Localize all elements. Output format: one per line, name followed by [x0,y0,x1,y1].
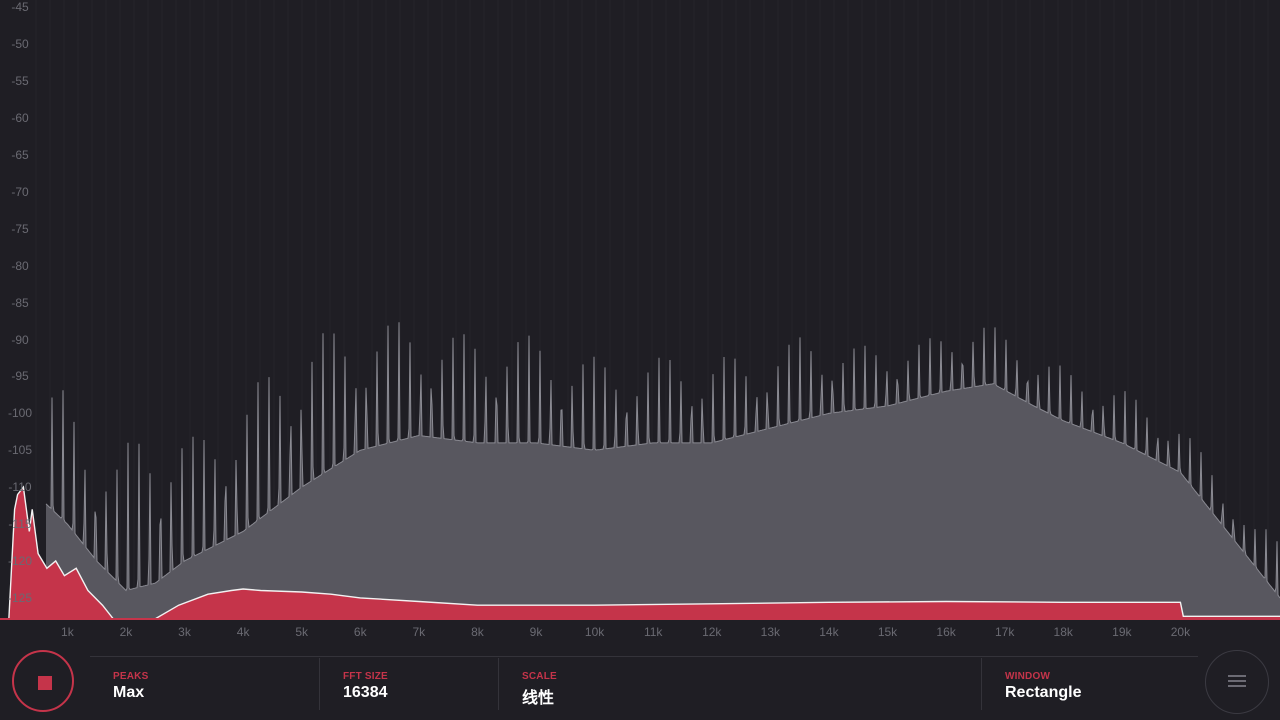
x-tick-label: 8k [471,625,484,639]
peak-hold-area [46,322,1280,620]
peaks-caption: PEAKS [113,671,149,682]
y-tick-label: -110 [8,480,32,495]
x-tick-label: 6k [353,625,367,639]
x-tick-label: 10k [584,625,605,639]
separator [319,658,320,710]
x-tick-label: 19k [1112,625,1132,639]
y-tick-label: -65 [11,148,29,162]
window-caption: WINDOW [1005,671,1051,682]
x-tick-label: 18k [1053,625,1073,639]
y-tick-label: -75 [11,221,29,236]
plot-baseline [0,618,1280,620]
x-tick-label: 20k [1170,625,1191,639]
y-tick-label: -125 [7,590,33,605]
y-tick-label: -105 [7,443,33,458]
x-tick-label: 2k [119,625,133,639]
x-tick-label: 17k [994,625,1015,639]
window-setting[interactable]: WINDOW Rectangle [982,656,1198,712]
peak-hold-line [45,322,1280,599]
control-bar: PEAKS Max FFT SIZE 16384 SCALE 线性 WINDOW… [0,644,1280,720]
x-tick-label: 1k [61,625,74,639]
fft-size-caption: FFT SIZE [343,671,388,682]
x-tick-label: 12k [702,625,722,639]
y-tick-label: -90 [11,332,29,347]
y-tick-label: -115 [8,517,32,532]
settings-divider [90,656,1198,657]
scale-setting[interactable]: SCALE 线性 [499,656,981,712]
stop-record-button[interactable] [12,650,74,712]
x-tick-label: 11k [643,625,663,639]
menu-icon [1228,675,1246,687]
y-tick-label: -85 [11,295,29,310]
scale-caption: SCALE [522,671,557,682]
fft-size-setting[interactable]: FFT SIZE 16384 [320,656,498,712]
y-tick-label: -55 [11,74,29,89]
x-tick-label: 13k [760,625,780,639]
peaks-value: Max [113,684,145,701]
x-tick-label: 4k [236,625,250,639]
y-tick-label: -100 [7,406,33,421]
y-tick-label: -70 [11,184,29,199]
spectrum-plot [8,322,1280,620]
y-tick-label: -50 [11,37,29,52]
x-axis: 1k 2k 3k 4k 5k 6k 7k 8k 9k 10k 11k 12k 13k 14k 15k 16k 1… [0,620,1280,644]
x-tick-label: 7k [412,625,426,639]
y-tick-label: -60 [11,111,29,126]
peaks-setting[interactable]: PEAKS Max [90,656,319,712]
x-tick-label: 15k [877,625,898,639]
separator [981,658,982,710]
x-tick-label: 9k [529,625,543,639]
menu-button[interactable] [1205,650,1269,714]
fft-size-value: 16384 [343,684,388,701]
live-spectrum-area [8,487,1280,620]
y-tick-label: -80 [11,258,29,273]
stop-icon [38,676,52,690]
x-tick-label: 5k [295,625,309,639]
separator [498,658,499,710]
x-tick-label: 16k [936,625,956,639]
y-tick-label: -45 [11,0,29,15]
scale-value: 线性 [522,690,555,707]
y-tick-label: -95 [11,369,29,384]
window-value: Rectangle [1005,684,1082,701]
x-tick-label: 3k [178,625,191,639]
live-spectrum-line [8,485,1280,620]
x-tick-label: 14k [819,625,839,639]
y-tick-label: -120 [7,553,33,568]
